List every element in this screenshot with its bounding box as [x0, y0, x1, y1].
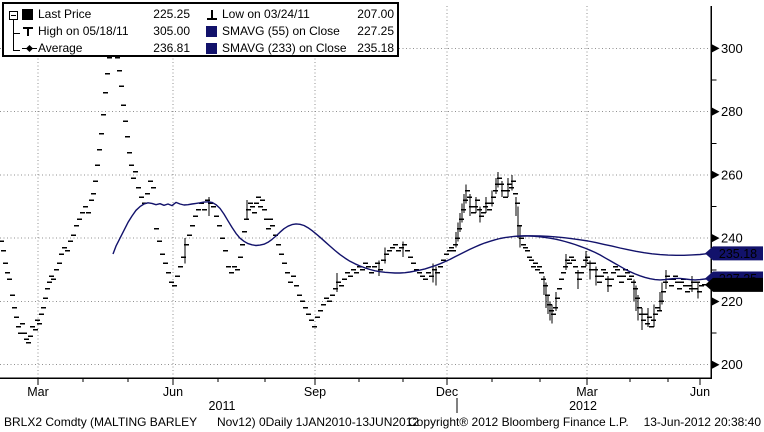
price-badge: 225.25: [705, 277, 763, 292]
high-tick-icon: [22, 26, 33, 37]
sma55-line: [112, 201, 712, 281]
y-tick-arrow-icon: [712, 44, 720, 53]
footer-bar: BRLX2 Comdty (MALTING BARLEY Nov12) 0Dai…: [0, 415, 764, 430]
average-marker-icon: [22, 43, 37, 54]
month-label: Mar: [27, 385, 49, 399]
y-axis-label: 280: [721, 104, 743, 119]
year-label: 2011: [209, 399, 236, 413]
y-tick-arrow-icon: [712, 360, 720, 369]
month-label: Sep: [304, 385, 326, 399]
sma233-line: [515, 235, 712, 257]
legend-label: SMAVG (233) on Close: [222, 41, 347, 55]
y-tick-arrow-icon: [712, 297, 720, 306]
price-badge-value: 235.18: [719, 247, 757, 261]
y-axis-label: 260: [721, 167, 743, 182]
legend-row-1[interactable]: Last Price 225.25 Low on 03/24/11 207.00: [22, 6, 397, 23]
legend-value: 235.18: [357, 41, 394, 55]
price-badge-value: 225.25: [719, 278, 757, 292]
legend-label: High on 05/18/11: [38, 24, 129, 38]
price-bars: [0, 31, 707, 344]
y-axis-label: 300: [721, 41, 743, 56]
legend-tree-rail: [13, 20, 14, 51]
legend-label: Last Price: [38, 7, 92, 21]
y-axis-label: 200: [721, 357, 743, 372]
ticker-description: BRLX2 Comdty (MALTING BARLEY Nov12) 0Dai…: [4, 415, 420, 429]
legend-value: 207.00: [357, 7, 394, 21]
chart-legend: Last Price 225.25 Low on 03/24/11 207.00…: [2, 2, 399, 57]
y-tick-arrow-icon: [712, 234, 720, 243]
month-label: Dec: [436, 385, 458, 399]
legend-row-3[interactable]: Average 236.81 SMAVG (233) on Close 235.…: [22, 40, 397, 57]
y-tick-arrow-icon: [712, 170, 720, 179]
year-label: 2012: [569, 399, 597, 413]
month-label: Mar: [576, 385, 598, 399]
legend-value: 225.25: [153, 7, 190, 21]
sma55-square-icon: [206, 26, 217, 37]
sma233-square-icon: [206, 43, 217, 54]
legend-value: 227.25: [357, 24, 394, 38]
legend-label: Low on 03/24/11: [222, 7, 310, 21]
copyright-text: Copyright® 2012 Bloomberg Finance L.P.: [408, 415, 629, 429]
y-axis-label: 220: [721, 294, 743, 309]
legend-label: Average: [38, 41, 83, 55]
price-badge: 235.18: [705, 246, 763, 261]
timestamp: 13-Jun-2012 20:38:40: [643, 415, 761, 429]
month-label: Jun: [163, 385, 183, 399]
legend-value: 236.81: [153, 41, 190, 55]
low-tick-icon: [206, 9, 217, 20]
y-axis-label: 240: [721, 231, 743, 246]
legend-label: SMAVG (55) on Close: [222, 24, 340, 38]
y-tick-arrow-icon: [712, 107, 720, 116]
legend-value: 305.00: [153, 24, 190, 38]
legend-row-2[interactable]: High on 05/18/11 305.00 SMAVG (55) on Cl…: [22, 23, 397, 40]
last-price-square-icon: [22, 9, 33, 20]
month-label: Jun: [690, 385, 710, 399]
legend-tree-toggle-icon[interactable]: [9, 11, 18, 20]
